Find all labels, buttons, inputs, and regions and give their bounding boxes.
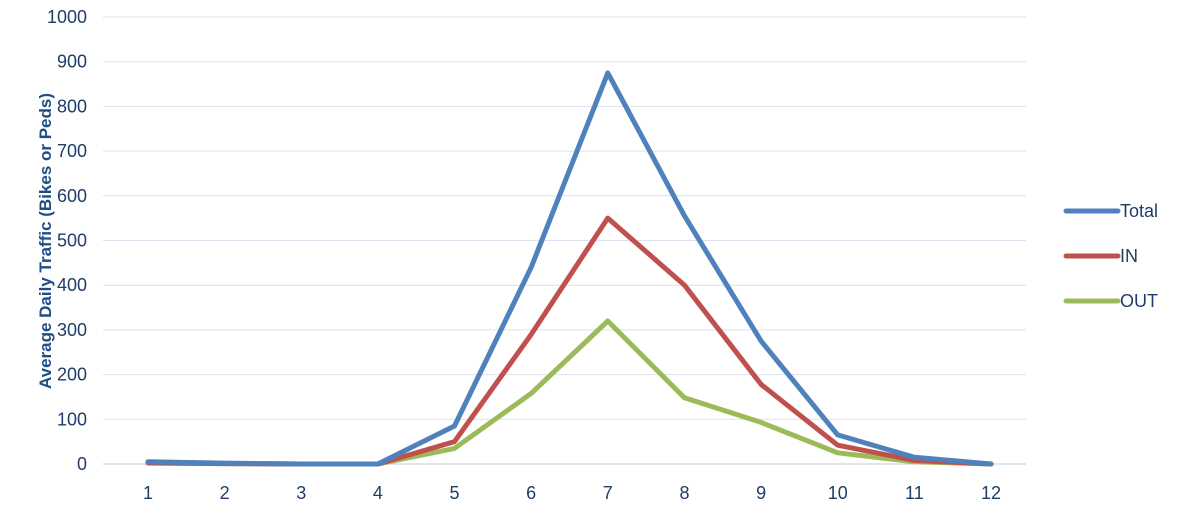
- x-tick-label: 3: [296, 483, 306, 503]
- y-tick-label: 600: [57, 186, 87, 206]
- x-tick-label: 2: [220, 483, 230, 503]
- y-tick-label: 400: [57, 275, 87, 295]
- x-tick-label: 4: [373, 483, 383, 503]
- x-tick-label: 12: [981, 483, 1001, 503]
- x-tick-label: 5: [450, 483, 460, 503]
- legend-item-in: IN: [1063, 246, 1138, 266]
- x-tick-label: 10: [828, 483, 848, 503]
- legend-label: Total: [1120, 201, 1158, 221]
- legend: Total IN OUT: [1063, 201, 1158, 311]
- x-tick-label: 9: [756, 483, 766, 503]
- series-line-in: [145, 215, 994, 467]
- y-tick-label: 900: [57, 52, 87, 72]
- legend-item-out: OUT: [1063, 291, 1158, 311]
- x-tick-label: 11: [905, 483, 924, 503]
- y-tick-label: 100: [57, 409, 87, 429]
- series-lines: [145, 70, 994, 467]
- series-line-total: [145, 70, 994, 467]
- y-tick-label: 500: [57, 231, 87, 251]
- y-tick-label: 1000: [47, 7, 87, 27]
- legend-item-total: Total: [1063, 201, 1158, 221]
- y-tick-label: 700: [57, 141, 87, 161]
- legend-label: OUT: [1120, 291, 1158, 311]
- x-tick-label: 7: [603, 483, 613, 503]
- legend-label: IN: [1120, 246, 1138, 266]
- x-tick-label: 6: [526, 483, 536, 503]
- x-tick-label: 8: [679, 483, 689, 503]
- y-axis-title: Average Daily Traffic (Bikes or Peds): [36, 93, 55, 389]
- x-axis-ticks: 1 2 3 4 5 6 7 8 9 10 11 12: [143, 483, 1001, 503]
- y-tick-label: 0: [77, 454, 87, 474]
- x-tick-label: 1: [143, 483, 153, 503]
- gridlines: [103, 16, 1026, 465]
- y-tick-label: 200: [57, 365, 87, 385]
- y-tick-label: 300: [57, 320, 87, 340]
- y-axis-ticks: 0 100 200 300 400 500 600 700 800 900 1000: [47, 7, 87, 474]
- y-tick-label: 800: [57, 96, 87, 116]
